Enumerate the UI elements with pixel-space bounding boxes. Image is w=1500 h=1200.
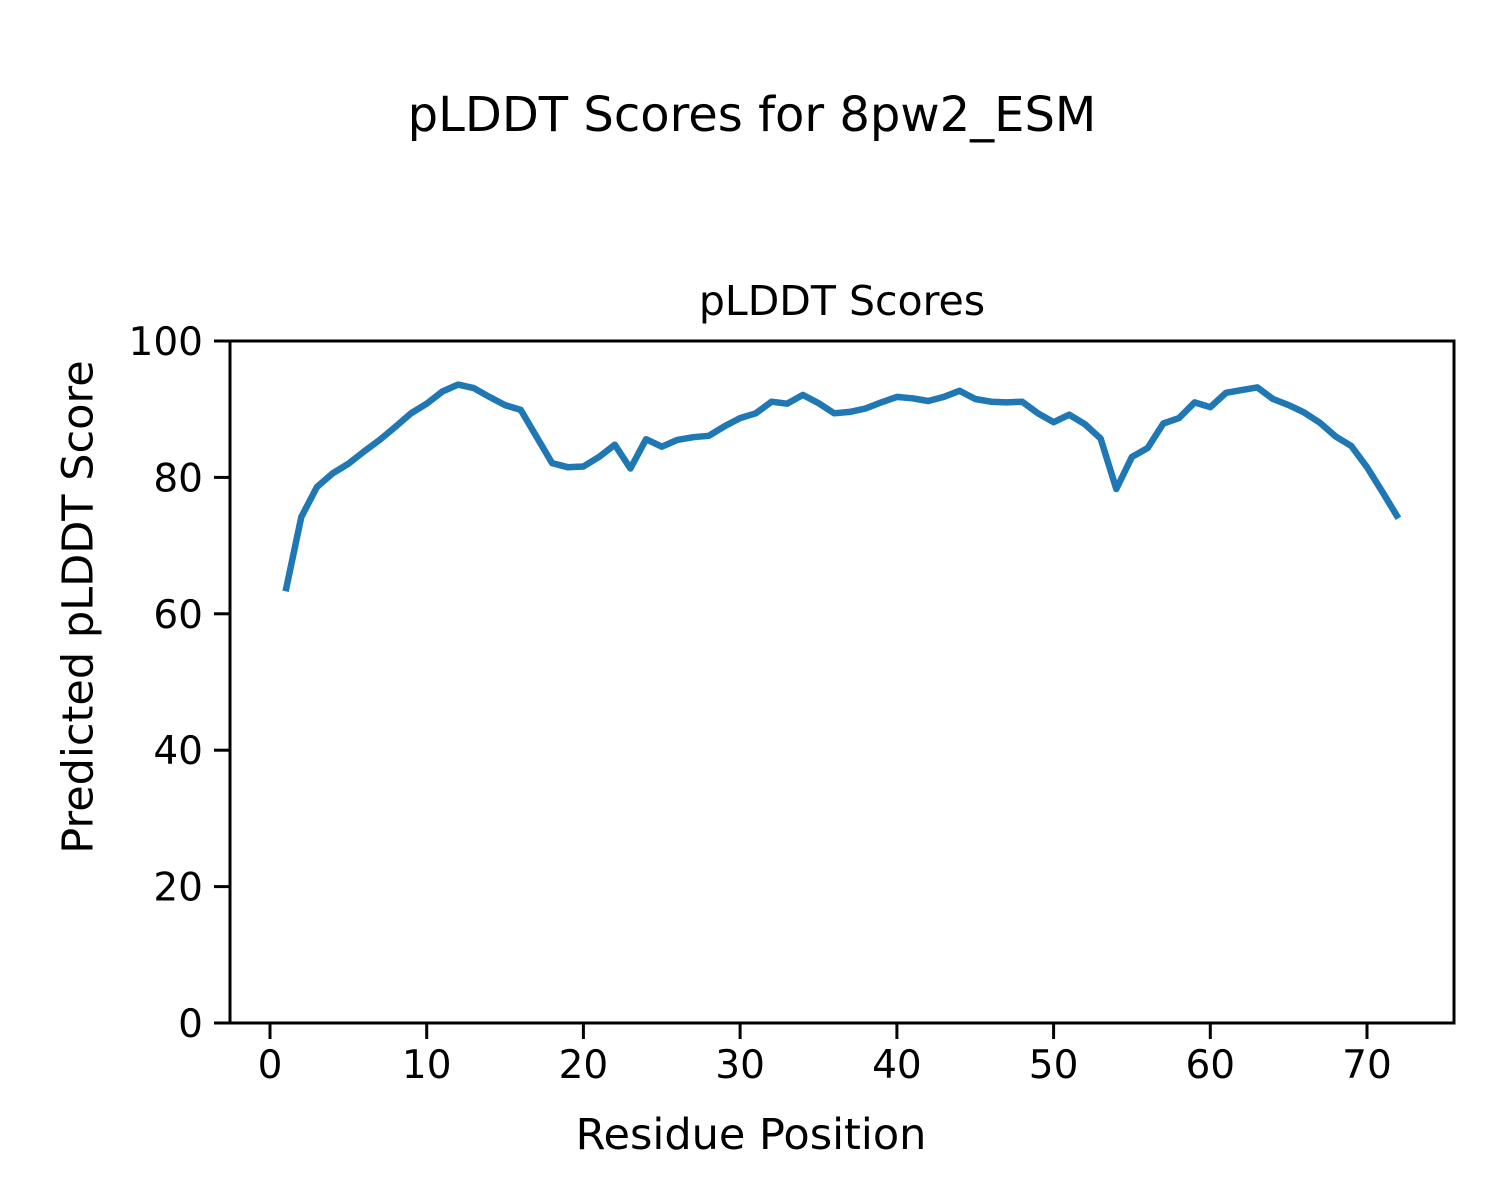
y-axis-label: Predicted pLDDT Score bbox=[53, 360, 104, 854]
x-tick-label: 60 bbox=[1185, 1043, 1235, 1088]
y-tick-label: 60 bbox=[153, 593, 203, 638]
figure-suptitle: pLDDT Scores for 8pw2_ESM bbox=[407, 87, 1097, 143]
x-tick-label: 40 bbox=[872, 1043, 922, 1088]
plddt-line bbox=[282, 381, 1402, 592]
x-tick-label: 70 bbox=[1342, 1043, 1392, 1088]
x-tick-label: 0 bbox=[258, 1043, 283, 1088]
x-tick-label: 30 bbox=[715, 1043, 765, 1088]
x-tick-label: 10 bbox=[402, 1043, 452, 1088]
x-tick-label: 20 bbox=[559, 1043, 609, 1088]
axes-title: pLDDT Scores bbox=[698, 277, 986, 325]
y-tick-label: 20 bbox=[153, 866, 203, 911]
y-tick-label: 0 bbox=[178, 1002, 203, 1047]
x-tick-label: 50 bbox=[1029, 1043, 1079, 1088]
axes-frame bbox=[228, 339, 1456, 1025]
x-axis-label: Residue Position bbox=[575, 1110, 927, 1160]
y-tick-label: 40 bbox=[153, 729, 203, 774]
y-tick-label: 100 bbox=[129, 320, 203, 365]
y-tick-label: 80 bbox=[153, 456, 203, 501]
